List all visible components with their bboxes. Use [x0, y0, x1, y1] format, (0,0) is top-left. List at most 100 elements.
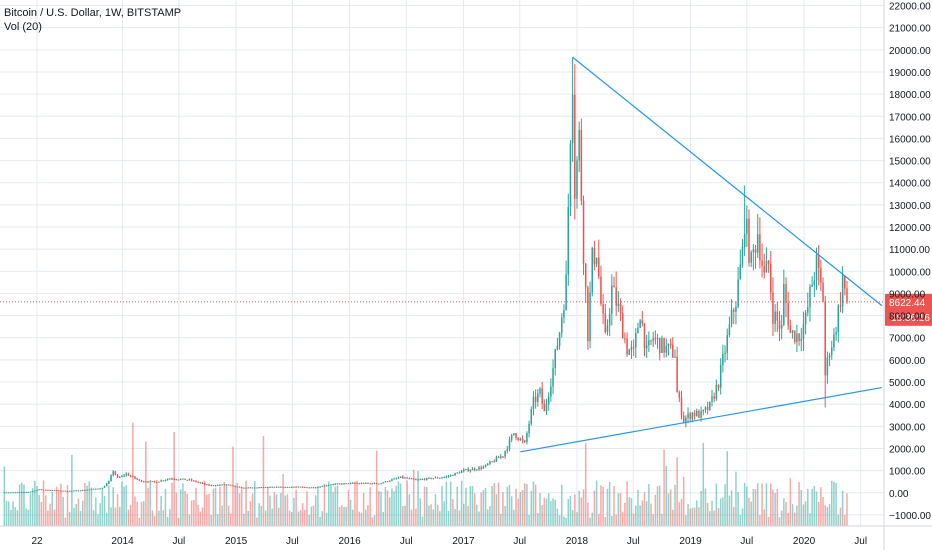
candle-body: [129, 475, 132, 477]
volume-bar: [828, 503, 831, 526]
candle-body: [728, 324, 731, 336]
volume-bar: [51, 491, 54, 526]
trendlines: [520, 56, 883, 453]
x-tick-label: Jul: [286, 536, 299, 547]
candle-body: [458, 472, 461, 474]
volume-bar: [323, 483, 326, 526]
candle-body: [528, 423, 530, 434]
candle-body: [136, 478, 138, 480]
volume-bar: [203, 480, 206, 526]
volume-bar: [558, 515, 561, 526]
volume-bar: [776, 488, 779, 526]
volume-bar: [160, 496, 162, 526]
candle-body: [807, 307, 809, 313]
volume-bar: [796, 505, 798, 526]
candle-body: [408, 478, 411, 480]
volume-bar: [756, 483, 759, 526]
volume-bar: [112, 487, 114, 526]
volume-bar: [397, 481, 400, 526]
volume-bar: [787, 513, 789, 526]
volume-bar: [689, 508, 691, 526]
candle-body: [517, 438, 519, 440]
volume-bar: [142, 501, 145, 526]
volume-bar: [543, 497, 546, 526]
volume-bar: [844, 515, 846, 526]
candle-body: [386, 481, 389, 483]
candle-body: [349, 482, 352, 484]
candle-body: [75, 490, 77, 492]
candle-body: [184, 478, 186, 480]
volume-bar: [678, 502, 681, 526]
y-tick-label: 15000.00: [889, 157, 931, 168]
candle-body: [295, 486, 297, 488]
candle-body: [491, 461, 493, 463]
candle-body: [763, 265, 766, 273]
candle-body: [351, 482, 354, 484]
candle-body: [380, 483, 382, 485]
volume-bar: [386, 490, 389, 526]
volume-bar: [227, 505, 230, 526]
volume-bar: [421, 516, 424, 526]
candle-body: [412, 478, 415, 480]
candle-body: [445, 476, 448, 478]
candle-body: [595, 257, 598, 265]
volume-bar: [737, 492, 739, 526]
candle-body: [325, 485, 328, 487]
volume-bar: [375, 450, 378, 526]
volume-bar: [780, 510, 783, 526]
y-tick-label: 1000.00: [889, 467, 926, 478]
candle-body: [689, 413, 691, 419]
volume-bar: [25, 508, 27, 526]
candle-body: [460, 471, 463, 474]
candle-body: [214, 485, 217, 487]
x-tick-label: 2014: [111, 536, 134, 547]
volume-bar: [619, 493, 622, 526]
volume-indicator-label[interactable]: Vol (20): [4, 21, 42, 33]
volume-bar: [88, 481, 91, 526]
volume-bar: [193, 499, 195, 526]
candle-body: [7, 492, 10, 494]
volume-bar: [158, 510, 160, 526]
candle-body: [735, 306, 737, 312]
volume-bar: [156, 480, 158, 526]
candle-body: [260, 487, 263, 489]
candle-body: [778, 320, 781, 329]
volume-bar: [282, 474, 284, 526]
y-tick-label: 14000.00: [889, 179, 931, 190]
volume-bar: [556, 508, 559, 526]
volume-bar: [84, 482, 86, 526]
candle-body: [153, 481, 156, 483]
candle-body: [27, 491, 30, 493]
volume-bar: [611, 516, 613, 526]
volume-bar: [547, 493, 550, 526]
candle-body: [47, 489, 49, 491]
volume-bar: [497, 482, 500, 526]
volume-bar: [92, 510, 95, 526]
candle-body: [29, 491, 32, 493]
candle-body: [833, 334, 835, 348]
symbol-title[interactable]: Bitcoin / U.S. Dollar, 1W, BITSTAMP: [4, 7, 182, 19]
volume-bar: [693, 507, 696, 526]
candle-body: [314, 487, 317, 489]
candle-body: [264, 487, 267, 489]
volume-bar: [175, 492, 178, 526]
candle-body: [149, 481, 151, 483]
volume-bar: [243, 513, 245, 526]
volume-bar: [129, 504, 132, 526]
candle-body: [756, 234, 759, 253]
candle-body: [430, 477, 432, 479]
volume-bar: [650, 503, 652, 526]
candle-body: [134, 476, 136, 479]
volume-bar: [360, 512, 363, 526]
volume-bar: [687, 503, 689, 526]
volume-bar: [665, 466, 668, 526]
volume-bar: [719, 498, 722, 526]
volume-bar: [199, 511, 202, 526]
volume-bar: [267, 486, 269, 526]
volume-bar: [748, 497, 750, 526]
volume-bar: [661, 513, 663, 526]
candle-body: [743, 233, 746, 247]
candle-body: [473, 468, 476, 470]
